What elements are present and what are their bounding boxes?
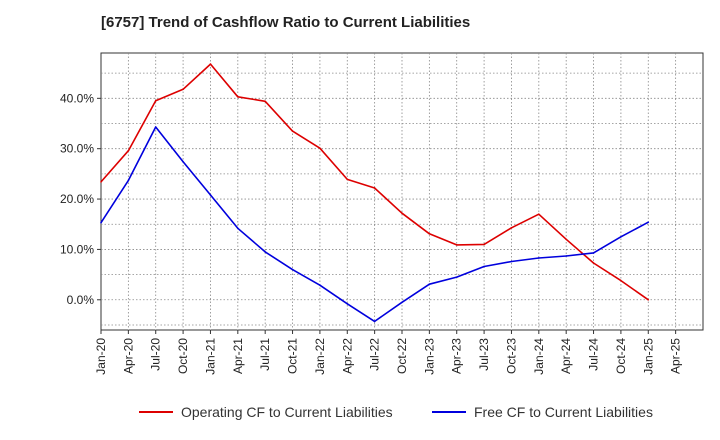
operating-cf-point: [346, 178, 349, 181]
x-tick-label: Jul-20: [149, 338, 163, 371]
x-tick-label: Apr-21: [231, 338, 245, 374]
legend-item-free-cf: Free CF to Current Liabilities: [432, 404, 653, 420]
free-cf-point: [237, 227, 239, 230]
free-cf-point: [592, 252, 595, 254]
operating-cf-point: [620, 279, 622, 282]
free-cf-point: [538, 257, 540, 259]
operating-cf-point: [483, 243, 485, 246]
x-tick-label: Jan-24: [532, 338, 546, 375]
free-cf-point: [428, 283, 431, 285]
operating-cf-point: [264, 100, 266, 103]
operating-cf-point: [319, 147, 321, 149]
legend-label-free-cf: Free CF to Current Liabilities: [474, 404, 653, 420]
y-tick-label: 0.0%: [67, 293, 95, 307]
operating-cf-point: [154, 100, 157, 102]
free-cf-point: [510, 260, 513, 263]
free-cf-point: [373, 320, 376, 323]
x-tick-label: Jul-24: [587, 338, 601, 371]
y-tick-label: 30.0%: [60, 142, 94, 156]
operating-cf-point: [182, 88, 184, 91]
operating-cf-point: [565, 238, 567, 241]
free-cf-point: [100, 221, 102, 224]
free-cf-point: [620, 236, 622, 238]
free-cf-point: [154, 126, 157, 128]
operating-cf-point: [291, 130, 294, 132]
series-lines: [100, 63, 650, 323]
y-tick-label: 10.0%: [60, 242, 94, 256]
x-tick-label: Jul-21: [258, 338, 272, 371]
legend-label-operating-cf: Operating CF to Current Liabilities: [181, 404, 393, 420]
x-tick-label: Apr-20: [121, 338, 135, 374]
x-tick-label: Oct-21: [286, 338, 300, 374]
operating-cf-point: [237, 96, 239, 98]
operating-cf-point: [428, 233, 431, 235]
operating-cf-point: [647, 298, 650, 301]
y-tick-label: 40.0%: [60, 91, 94, 105]
x-tick-label: Jan-23: [422, 338, 436, 375]
operating-cf-point: [592, 262, 595, 264]
free-cf-point: [647, 221, 650, 224]
free-cf-point: [401, 301, 403, 304]
operating-cf-point: [538, 213, 540, 215]
x-tick-label: Jan-22: [313, 338, 327, 375]
free-cf-point: [209, 194, 212, 196]
x-tick-label: Oct-24: [614, 338, 628, 374]
operating-cf-point: [373, 187, 376, 189]
free-cf-point: [346, 303, 349, 305]
x-tick-label: Oct-22: [395, 338, 409, 374]
operating-cf-point: [209, 63, 212, 65]
operating-cf-point: [100, 181, 102, 183]
operating-cf-point: [401, 212, 403, 214]
free-cf-point: [565, 255, 567, 257]
x-tick-label: Jul-23: [477, 338, 491, 371]
x-tick-label: Apr-25: [669, 338, 683, 374]
grid-lines: [101, 53, 703, 330]
legend-item-operating-cf: Operating CF to Current Liabilities: [139, 404, 393, 420]
free-cf-point: [182, 160, 184, 163]
legend-swatch-operating-cf: [139, 411, 173, 413]
operating-cf-point: [455, 244, 458, 246]
y-axis-ticks: 0.0% 10.0% 20.0% 30.0% 40.0%: [60, 91, 101, 307]
free-cf-point: [455, 276, 458, 278]
x-tick-label: Jan-21: [203, 338, 217, 375]
x-tick-label: Oct-20: [176, 338, 190, 374]
plot-area: [100, 52, 704, 331]
x-axis-ticks: Jan-20 Apr-20 Jul-20 Oct-20 Jan-21 Apr-21 Jul-…: [94, 330, 683, 375]
x-tick-label: Apr-23: [450, 338, 464, 374]
free-cf-point: [483, 265, 485, 268]
free-cf-point: [127, 179, 130, 182]
free-cf-point: [264, 251, 266, 253]
operating-cf-point: [510, 226, 513, 229]
legend-swatch-free-cf: [432, 411, 466, 413]
x-tick-label: Jan-25: [641, 338, 655, 375]
chart-title: [6757] Trend of Cashflow Ratio to Curren…: [101, 14, 471, 31]
x-tick-label: Apr-22: [340, 338, 354, 374]
x-tick-label: Jul-22: [368, 338, 382, 371]
y-tick-label: 20.0%: [60, 192, 94, 206]
free-cf-point: [319, 284, 321, 286]
operating-cf-point: [127, 149, 130, 152]
x-tick-label: Jan-20: [94, 338, 108, 375]
x-tick-label: Apr-24: [559, 338, 573, 374]
free-cf-point: [291, 268, 294, 271]
x-tick-label: Oct-23: [504, 338, 518, 374]
